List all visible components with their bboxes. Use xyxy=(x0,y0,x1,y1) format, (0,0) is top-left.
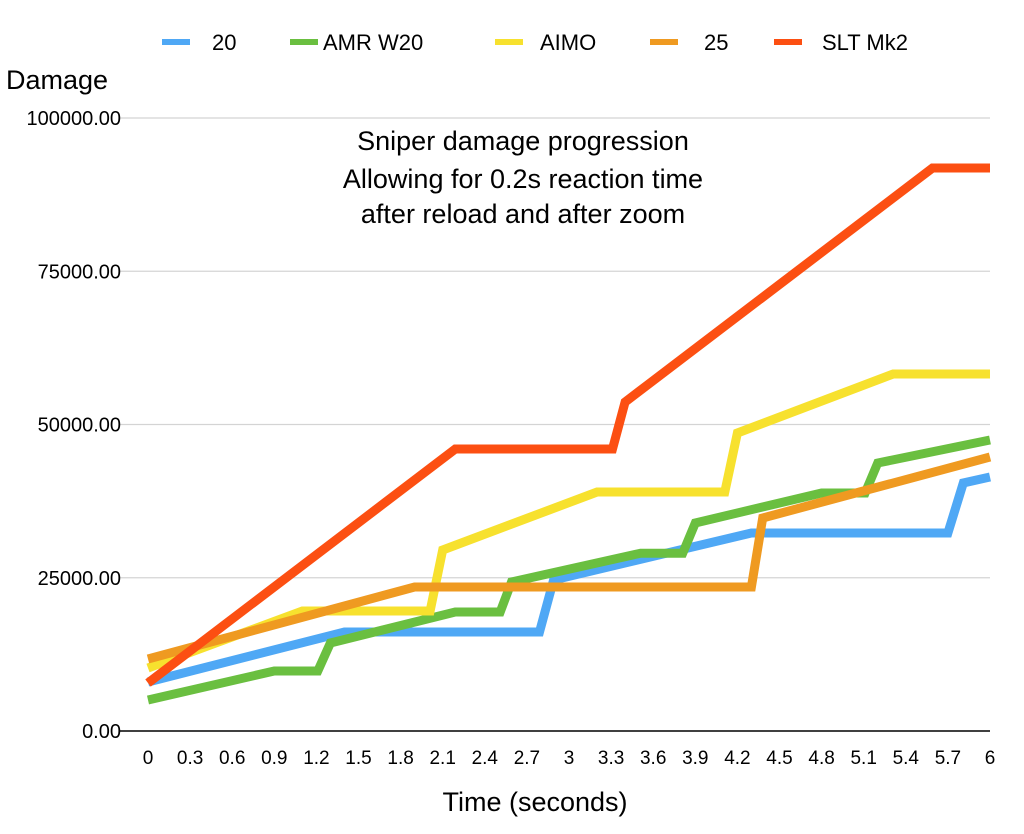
x-tick-label: 1.8 xyxy=(387,748,413,769)
x-tick-label: 0 xyxy=(143,748,154,769)
series-line-2 xyxy=(146,369,990,673)
legend-label: SLT Mk2 xyxy=(822,30,908,55)
x-tick-label: 4.5 xyxy=(766,748,792,769)
x-tick-label: 3 xyxy=(564,748,575,769)
title-line-3: after reload and after zoom xyxy=(361,199,685,229)
chart-title: Sniper damage progression Allowing for 0… xyxy=(343,126,703,229)
legend-label: AIMO xyxy=(540,30,596,55)
series-line-0 xyxy=(146,472,991,687)
x-tick-label: 4.8 xyxy=(808,748,834,769)
x-tick-label: 2.4 xyxy=(472,748,499,769)
y-tick-label: 50000.00 xyxy=(38,415,121,437)
legend-label: 20 xyxy=(212,30,236,55)
legend-item: 20 xyxy=(162,30,236,55)
x-tick-label: 0.3 xyxy=(177,748,203,769)
series-line-3 xyxy=(146,452,992,664)
x-tick-label: 3.9 xyxy=(682,748,708,769)
y-tick-label: 100000.00 xyxy=(26,108,121,130)
legend: 20 AMR W20 AIMO 25 SLT Mk2 xyxy=(162,30,908,55)
x-tick-label: 4.2 xyxy=(724,748,750,769)
y-axis-label: Damage xyxy=(6,65,108,95)
x-tick-label: 5.4 xyxy=(893,748,920,769)
series-lines xyxy=(145,163,992,705)
legend-label: 25 xyxy=(704,30,728,55)
y-axis-ticks: 0.00 25000.00 50000.00 75000.00 100000.00 xyxy=(26,108,121,743)
x-tick-label: 5.1 xyxy=(850,748,876,769)
legend-label: AMR W20 xyxy=(323,30,423,55)
y-tick-label: 0.00 xyxy=(82,721,121,743)
x-axis-ticks: 0 0.3 0.6 0.9 1.2 1.5 1.8 2.1 2.4 2.7 3 3.3 3.6 3.9 4.… xyxy=(143,748,996,769)
series-line-1 xyxy=(146,435,991,705)
title-line-1: Sniper damage progression xyxy=(357,126,689,156)
x-tick-label: 2.1 xyxy=(429,748,455,769)
legend-item: 25 xyxy=(650,30,728,55)
legend-item: SLT Mk2 xyxy=(774,30,908,55)
x-tick-label: 1.5 xyxy=(345,748,371,769)
x-tick-label: 5.7 xyxy=(935,748,961,769)
x-tick-label: 3.6 xyxy=(640,748,666,769)
x-tick-label: 0.9 xyxy=(261,748,287,769)
title-line-2: Allowing for 0.2s reaction time xyxy=(343,164,703,194)
legend-item: AMR W20 xyxy=(290,30,423,55)
x-axis-label: Time (seconds) xyxy=(442,787,627,817)
x-tick-label: 2.7 xyxy=(514,748,540,769)
x-tick-label: 3.3 xyxy=(598,748,624,769)
x-tick-label: 6 xyxy=(985,748,996,769)
y-tick-label: 75000.00 xyxy=(38,261,121,283)
x-tick-label: 0.6 xyxy=(219,748,245,769)
y-tick-label: 25000.00 xyxy=(38,568,121,590)
x-tick-label: 1.2 xyxy=(303,748,329,769)
series-line-4 xyxy=(145,163,990,687)
legend-item: AIMO xyxy=(495,30,596,55)
gridlines xyxy=(120,117,990,732)
